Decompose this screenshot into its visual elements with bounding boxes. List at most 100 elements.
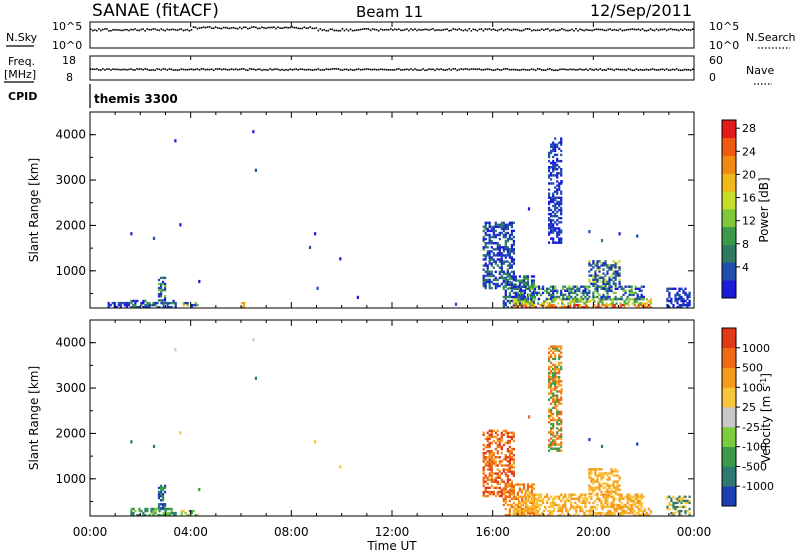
colorbar-tick-label: 16: [742, 192, 756, 205]
range-cell: [109, 303, 112, 307]
range-cell: [488, 464, 491, 467]
range-cell: [639, 507, 642, 511]
range-cell: [184, 511, 187, 515]
range-cell: [170, 306, 173, 309]
range-cell: [162, 486, 165, 490]
range-cell: [560, 217, 563, 220]
range-cell: [504, 456, 507, 459]
range-cell: [196, 514, 199, 517]
velocity-cells: [130, 338, 691, 517]
range-cell: [506, 433, 509, 437]
range-cell: [614, 276, 617, 279]
range-cell: [482, 258, 485, 261]
nsky-point: [102, 28, 104, 31]
freq-point: [520, 68, 523, 71]
nsky-point: [271, 26, 273, 29]
range-cell: [623, 300, 626, 303]
range-cell: [596, 262, 599, 265]
range-cell: [521, 293, 525, 297]
freq-point: [353, 69, 356, 71]
range-cell: [500, 231, 503, 235]
range-cell: [488, 435, 491, 439]
range-cell: [592, 501, 595, 505]
freq-point: [677, 69, 680, 71]
range-cell: [608, 268, 611, 271]
range-cell: [190, 303, 193, 307]
range-cell: [618, 285, 621, 288]
range-cell: [621, 507, 624, 511]
freq-point: [524, 69, 527, 71]
freq-point: [120, 68, 122, 71]
range-cell: [600, 280, 603, 283]
range-cell: [522, 509, 526, 513]
range-cell: [640, 293, 643, 297]
range-cell: [552, 441, 555, 444]
range-cell: [551, 303, 554, 307]
range-cell: [560, 200, 563, 204]
range-cell: [600, 474, 603, 477]
range-cell: [550, 349, 553, 352]
range-cell: [164, 509, 167, 513]
range-cell: [602, 495, 605, 498]
range-cell: [502, 303, 505, 307]
range-cell: [616, 488, 619, 491]
freq-point: [381, 68, 384, 71]
range-cell: [496, 433, 499, 437]
range-cell: [676, 501, 679, 505]
nsky-point: [637, 28, 640, 31]
freq-point: [545, 69, 547, 71]
range-cell: [174, 306, 177, 309]
range-cell: [566, 497, 569, 500]
nsky-point: [331, 28, 334, 31]
range-cell: [548, 378, 551, 381]
colorbar-swatch: [722, 367, 736, 388]
range-cell: [632, 499, 635, 503]
range-cell: [637, 306, 640, 309]
range-cell: [624, 505, 627, 509]
range-cell: [152, 444, 156, 448]
range-cell: [577, 306, 580, 309]
x-tick-label: 20:00: [576, 525, 611, 539]
range-cell: [554, 168, 557, 171]
nsky-point: [150, 28, 152, 31]
nsky-point: [633, 28, 636, 31]
range-cell: [676, 505, 679, 509]
range-cell: [492, 492, 495, 496]
range-cell: [596, 274, 599, 277]
range-cell: [553, 303, 556, 307]
range-cell: [556, 215, 559, 218]
range-cell: [623, 303, 626, 307]
nsky-point: [571, 28, 573, 31]
range-cell: [549, 514, 552, 517]
range-cell: [536, 291, 539, 295]
range-cell: [150, 511, 153, 515]
range-cell: [496, 244, 499, 247]
range-cell: [533, 285, 537, 288]
freq-point: [313, 68, 316, 71]
range-cell: [512, 454, 515, 457]
range-cell: [573, 507, 576, 511]
range-cell: [550, 143, 553, 146]
range-cell: [598, 484, 601, 487]
range-cell: [528, 303, 532, 307]
range-cell: [490, 480, 493, 483]
freq-point: [488, 68, 491, 71]
range-cell: [482, 225, 485, 229]
range-cell: [556, 206, 559, 210]
range-cell: [556, 143, 559, 146]
range-cell: [508, 468, 511, 471]
range-cell: [521, 285, 525, 288]
range-cell: [680, 499, 683, 503]
colorbar-swatch: [722, 347, 736, 368]
range-cell: [243, 301, 246, 305]
range-cell: [500, 260, 503, 263]
freq-point: [118, 68, 120, 71]
range-cell: [488, 478, 491, 481]
range-cell: [550, 221, 553, 224]
range-cell: [488, 258, 491, 261]
nsky-point: [311, 27, 314, 30]
range-cell: [506, 478, 509, 481]
range-cell: [490, 250, 493, 253]
range-cell: [494, 223, 497, 226]
range-cell: [614, 295, 617, 299]
